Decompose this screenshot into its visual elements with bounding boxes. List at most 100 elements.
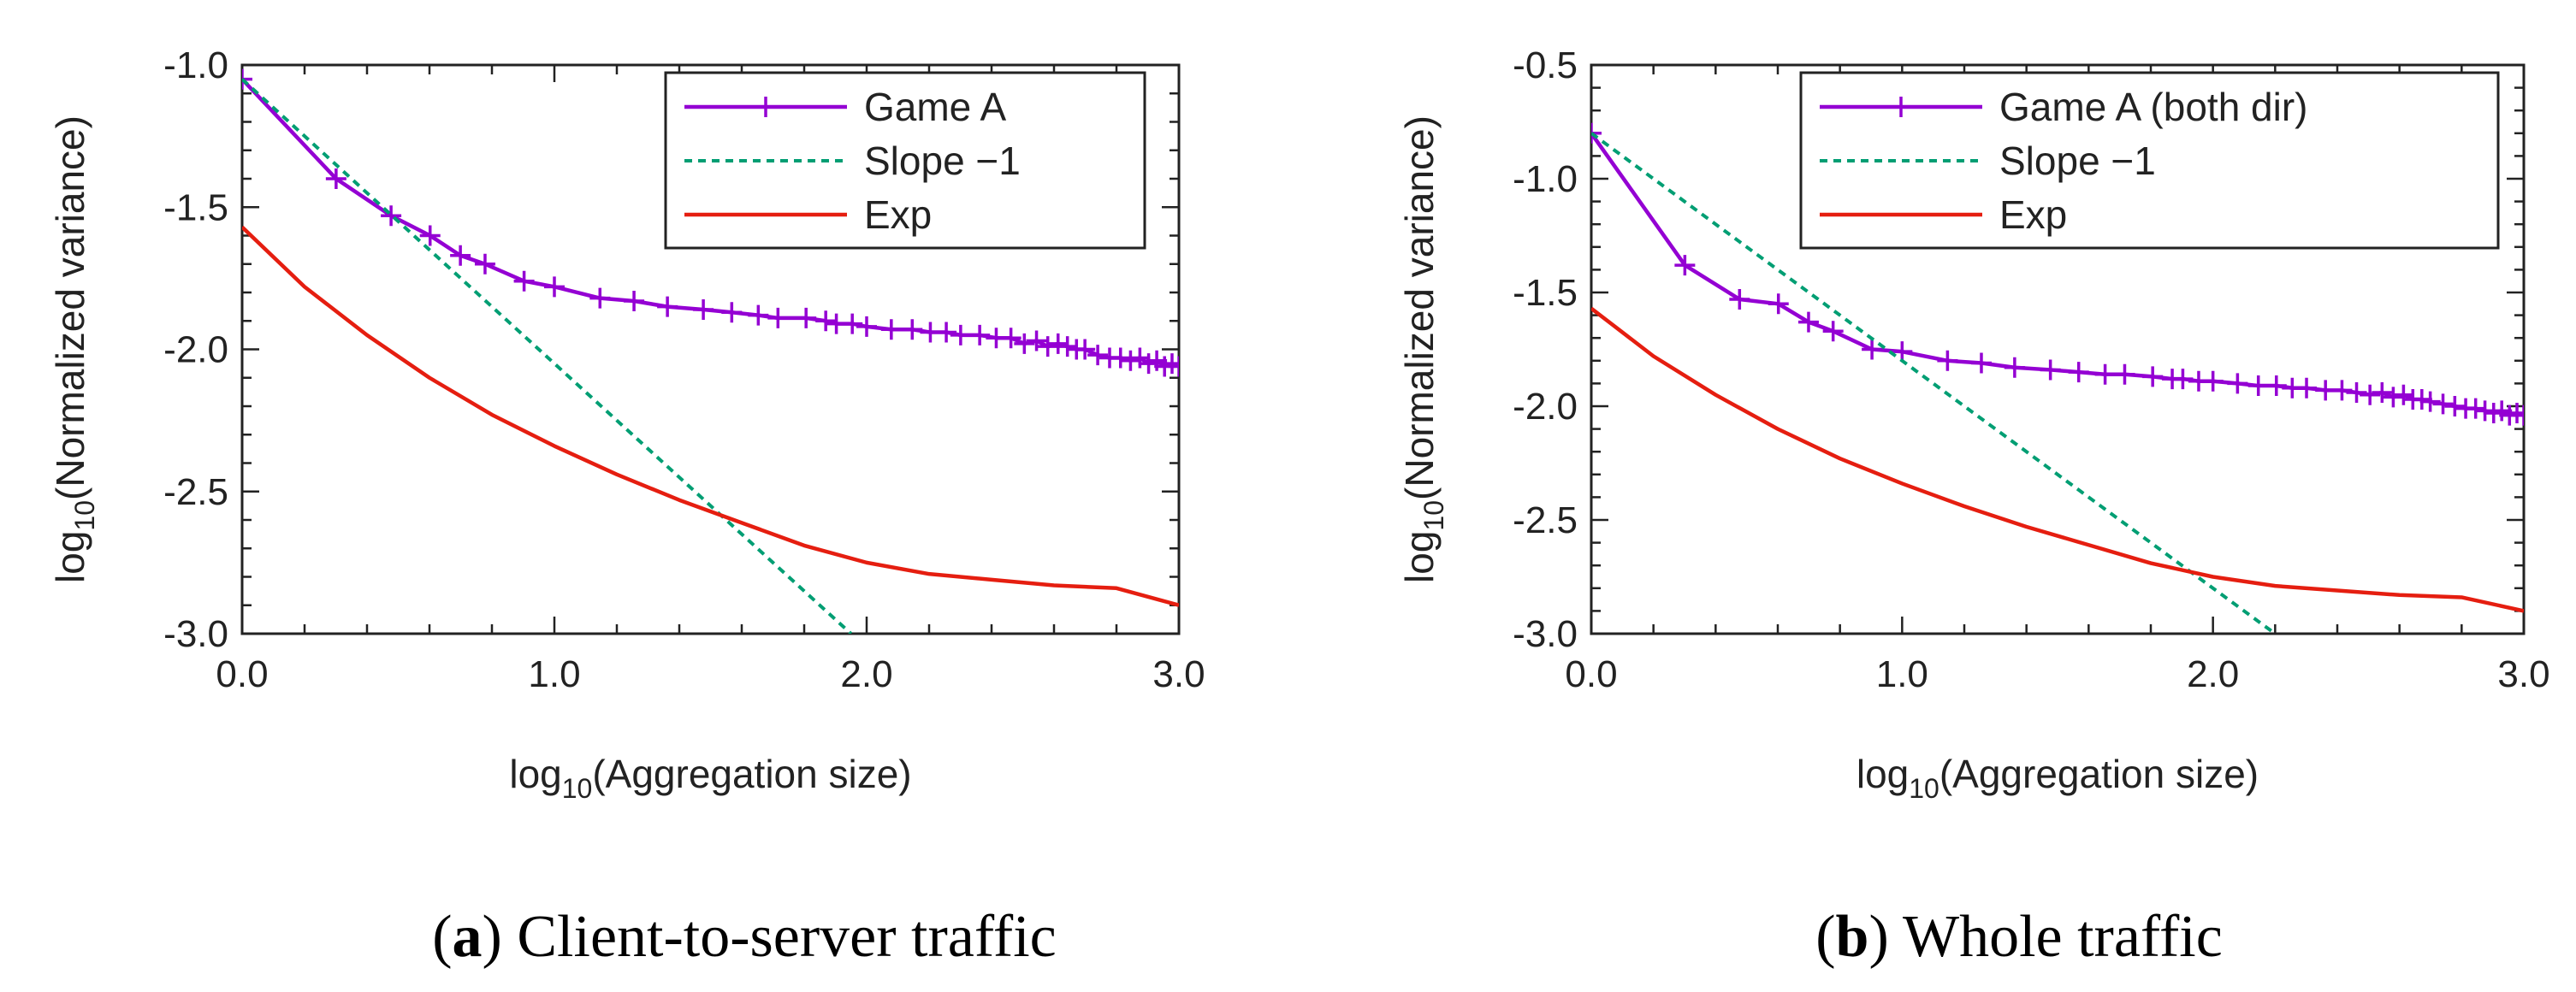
x-axis-label: log10(Aggregation size) [1856,752,2259,804]
series-marker [902,319,923,340]
series-marker [242,68,252,90]
series-marker [624,290,645,311]
panel-letter: a [453,904,483,970]
legend-label-1: Slope −1 [864,139,1021,183]
y-axis-label-prefix: log [1397,531,1442,583]
y-axis-label-prefix: log [48,531,92,583]
x-tick-label: 0.0 [1565,653,1617,695]
series-marker [2514,404,2524,426]
series-marker [1026,330,1047,351]
legend-label-1: Slope −1 [1999,139,2156,183]
series-marker [1110,347,1131,369]
series-marker [1892,341,1913,363]
legend-label-0: Game A (both dir) [1999,85,2308,129]
series-marker [950,324,971,345]
panel-caption-text: Whole traffic [1903,904,2223,970]
series-marker [544,276,565,298]
y-tick-label: -1.0 [163,44,228,86]
series-marker [1937,350,1958,371]
series-marker [1014,333,1035,354]
series-marker [2419,391,2441,412]
series-marker [1037,336,1058,357]
series-marker [1047,333,1069,354]
y-tick-label: -1.0 [1513,158,1578,200]
panel-caption-text: Client-to-server traffic [517,904,1056,970]
x-tick-label: 2.0 [2187,653,2239,695]
y-axis-label-suffix: (Normalized variance) [1397,115,1442,500]
panel-b: 0.0 1.0 2.0 3.0-3.0-2.5-2.0-1.5-1.0-0.5log1… [1397,44,2550,970]
legend-label-2: Exp [1999,192,2067,237]
series-line-1 [1591,132,2277,634]
series-marker [2040,359,2061,381]
plot-area [242,68,1179,634]
series-marker [2265,375,2287,397]
legend-label-0: Game A [864,85,1007,129]
x-axis-label-prefix: log [509,752,561,796]
series-marker [2432,393,2454,415]
series-marker [381,205,402,227]
series-marker [1075,339,1096,360]
series-marker [767,307,789,328]
series-marker [589,287,611,309]
panel-caption: (b) Whole traffic [1815,904,2223,970]
legend-marker [755,97,776,117]
series-marker [2331,380,2353,401]
series-marker [2172,369,2194,390]
series-marker [2444,396,2466,416]
series-marker [796,307,817,328]
series-line-1 [242,78,853,634]
y-axis-label: log10(Normalized variance) [1397,115,1449,583]
panel-caption: (a) Client-to-server traffic [432,904,1057,970]
series-marker [2393,384,2414,405]
series-marker [2114,363,2135,385]
series-marker [721,302,743,323]
series-marker [1000,328,1022,349]
y-axis-label-sub: 10 [1418,500,1449,531]
x-tick-label: 3.0 [2497,653,2549,695]
legend-label-2: Exp [864,192,932,237]
series-marker [1057,336,1078,357]
series-marker [1087,345,1109,366]
series-marker [2094,363,2116,385]
series-marker [1591,122,1602,144]
series-marker [2004,357,2025,378]
y-axis-label-suffix: (Normalized variance) [48,115,92,500]
series-marker [1862,339,1883,360]
y-tick-label: -0.5 [1513,44,1578,86]
series-marker [1674,255,1696,276]
plot-area [1591,122,2524,634]
x-axis-label-prefix: log [1856,752,1909,796]
x-tick-label: 0.0 [216,653,268,695]
y-tick-label: -3.0 [1513,613,1578,655]
series-marker [2465,398,2486,419]
series-marker [2372,382,2393,404]
x-axis-label-sub: 10 [1909,773,1939,804]
x-tick-label: 2.0 [840,653,892,695]
series-marker [2296,377,2318,399]
series-marker [2068,362,2089,383]
y-tick-label: -2.5 [163,471,228,513]
series-marker [2142,366,2164,387]
series-marker [474,253,495,275]
legend-marker [1891,97,1911,117]
x-axis-label-suffix: (Aggregation size) [592,752,911,796]
series-marker [513,270,535,292]
y-tick-label: -1.5 [1513,272,1578,314]
series-marker [450,245,471,266]
series-marker [2247,375,2269,397]
series-marker [1120,350,1141,371]
series-marker [748,304,769,326]
x-tick-label: 1.0 [1876,653,1928,695]
series-marker [2507,402,2524,423]
series-marker [1729,288,1750,310]
series-marker [842,313,863,334]
series-marker [419,225,441,246]
y-tick-label: -2.0 [163,329,228,371]
series-marker [2346,382,2367,404]
series-marker [2202,370,2224,392]
series-marker [856,316,877,337]
series-marker [1169,356,1179,377]
y-tick-label: -2.0 [1513,386,1578,428]
x-axis-label-suffix: (Aggregation size) [1939,752,2259,796]
